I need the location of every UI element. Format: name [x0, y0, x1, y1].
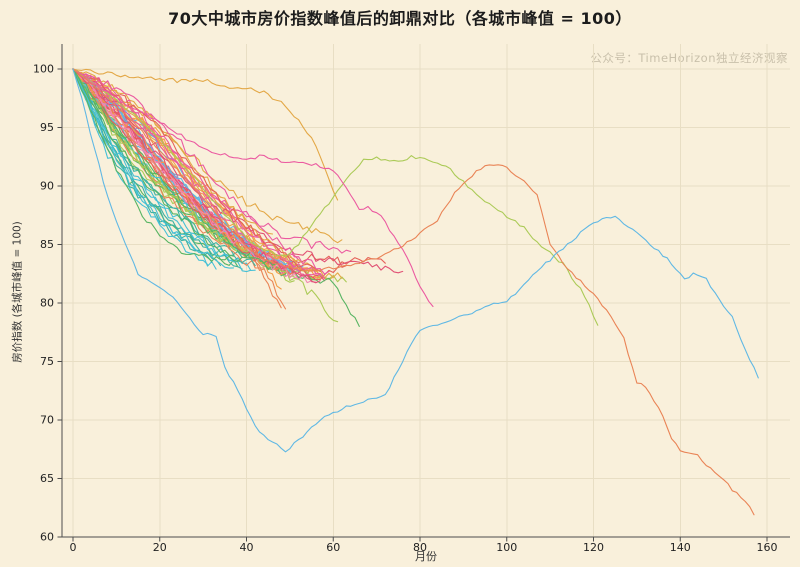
y-tick-label: 60 — [40, 531, 54, 544]
y-tick-label: 95 — [40, 121, 54, 134]
tick-labels: 0 20 40 60 80 100 120 140 160 60 65 70 75 80 85 90 95 100 — [33, 63, 778, 555]
y-tick-label: 85 — [40, 238, 54, 251]
series-lines — [72, 68, 759, 516]
x-tick-label: 80 — [413, 541, 427, 554]
series-line-line-67 — [72, 68, 599, 326]
y-tick-label: 75 — [40, 355, 54, 368]
tick-marks — [57, 68, 768, 542]
x-tick-label: 60 — [326, 541, 340, 554]
x-tick-label: 20 — [153, 541, 167, 554]
series-line-line-49 — [72, 68, 343, 279]
axes — [61, 44, 790, 538]
series-line-line-66 — [72, 68, 278, 266]
series-line-line-65 — [72, 68, 339, 201]
x-tick-label: 100 — [496, 541, 517, 554]
series-line-line-41 — [72, 68, 235, 269]
y-tick-label: 65 — [40, 472, 54, 485]
x-axis-label: 月份 — [415, 550, 437, 563]
x-tick-label: 140 — [670, 541, 691, 554]
x-tick-label: 120 — [583, 541, 604, 554]
series-line-line-59 — [72, 68, 313, 284]
series-line-line-69 — [72, 68, 755, 516]
series-line-line-28 — [72, 68, 243, 270]
series-line-line-62 — [72, 68, 235, 257]
x-tick-label: 0 — [70, 541, 77, 554]
gridlines — [62, 44, 790, 538]
series-line-line-61 — [72, 68, 209, 265]
series-line-line-53 — [72, 68, 252, 273]
y-tick-label: 100 — [33, 63, 54, 76]
y-tick-label: 70 — [40, 414, 54, 427]
series-line-line-16 — [72, 68, 243, 258]
series-line-line-58 — [72, 68, 326, 279]
series-line-line-64 — [72, 68, 330, 275]
series-line-line-05 — [72, 68, 217, 270]
series-line-line-63 — [72, 68, 321, 272]
series-line-line-70 — [72, 68, 759, 453]
series-line-line-06 — [72, 68, 278, 260]
series-line-line-68 — [72, 68, 434, 308]
series-line-line-19 — [72, 68, 347, 268]
y-tick-label: 80 — [40, 297, 54, 310]
chart-title: 70大中城市房价指数峰值后的卸鼎对比（各城市峰值 = 100） — [168, 9, 632, 28]
watermark-text: 公众号：TimeHorizon独立经济观察 — [590, 51, 788, 65]
y-tick-label: 90 — [40, 180, 54, 193]
x-tick-label: 40 — [240, 541, 254, 554]
series-line-line-39 — [72, 68, 360, 327]
x-tick-label: 160 — [757, 541, 778, 554]
